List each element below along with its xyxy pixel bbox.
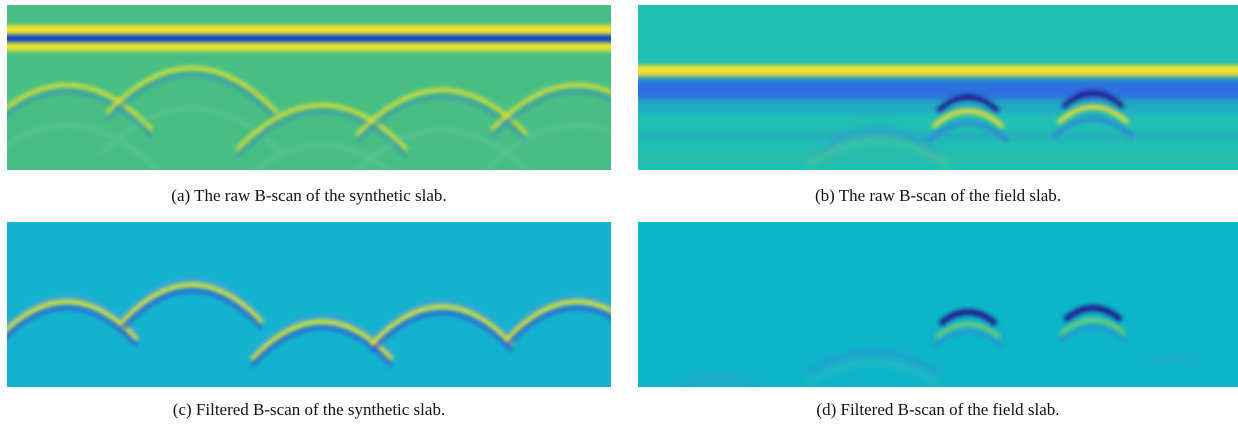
reflection-band	[628, 65, 1238, 77]
figure-canvas: (a) The raw B-scan of the synthetic slab…	[0, 0, 1238, 426]
panel-caption: (d) Filtered B-scan of the field slab.	[816, 400, 1059, 419]
panel-image	[638, 222, 1238, 392]
caption-label: (c)	[173, 400, 192, 419]
caption-label: (b)	[815, 186, 835, 205]
caption-text: The raw B-scan of the synthetic slab.	[194, 186, 447, 205]
caption-text: Filtered B-scan of the field slab.	[841, 400, 1060, 419]
reflection-band	[0, 25, 637, 35]
caption-text: Filtered B-scan of the synthetic slab.	[196, 400, 445, 419]
reflection-band	[0, 43, 637, 51]
panel-image	[628, 5, 1238, 170]
reflection-band	[628, 103, 1238, 113]
reflection-band	[0, 35, 637, 43]
caption-text: The raw B-scan of the field slab.	[839, 186, 1061, 205]
caption-label: (a)	[171, 186, 190, 205]
panel-caption: (b) The raw B-scan of the field slab.	[815, 186, 1061, 205]
panel-caption: (c) Filtered B-scan of the synthetic sla…	[173, 400, 445, 419]
panel-caption: (a) The raw B-scan of the synthetic slab…	[171, 186, 446, 205]
caption-label: (d)	[816, 400, 836, 419]
reflection-band	[628, 79, 1238, 101]
panel-image	[0, 5, 667, 190]
figure: (a) The raw B-scan of the synthetic slab…	[0, 0, 1238, 426]
panel-image	[0, 222, 647, 387]
